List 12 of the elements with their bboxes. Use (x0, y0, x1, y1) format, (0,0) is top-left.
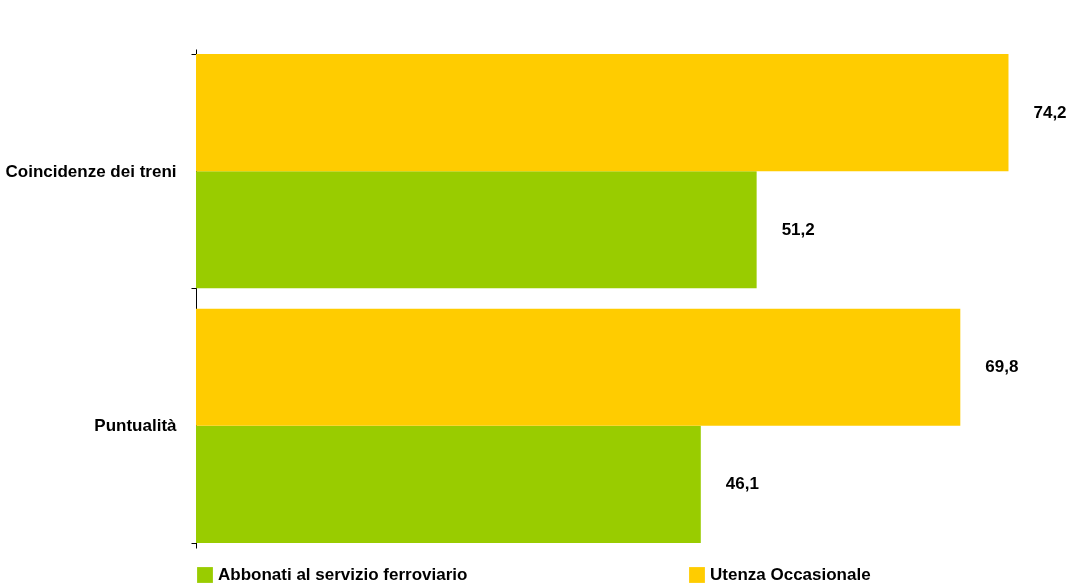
y-tick-label: Puntualità (94, 416, 178, 436)
bar (196, 54, 1009, 172)
bar (196, 308, 961, 426)
data-label: 51,2 (781, 219, 815, 239)
bar (196, 425, 701, 543)
bar (196, 171, 757, 289)
data-label: 69,8 (985, 357, 1019, 377)
y-tick-label: Coincidenze dei treni (5, 161, 177, 181)
legend-label: Utenza Occasionale (710, 565, 871, 584)
data-label: 46,1 (725, 474, 759, 494)
data-label: 74,2 (1033, 102, 1067, 122)
legend-label: Abbonati al servizio ferroviario (218, 565, 468, 584)
